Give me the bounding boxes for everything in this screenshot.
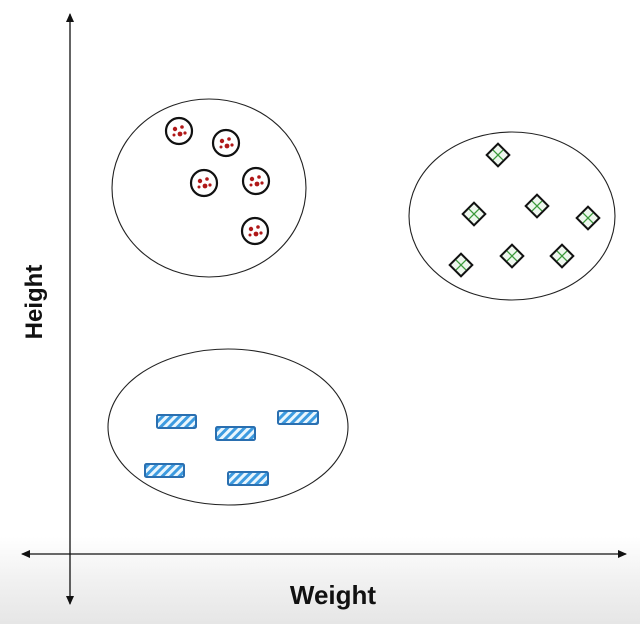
diamond-marker [448,252,474,278]
diamond-marker [524,193,550,219]
cluster-boundary-circles [111,98,307,278]
rectangle-marker [215,426,256,441]
rectangle-marker [144,463,185,478]
diamond-cluster [448,142,601,278]
y-axis-label: Height [21,265,48,340]
rectangle-marker [277,410,319,425]
x-axis-label: Weight [290,580,377,610]
diamond-marker [485,142,511,168]
diamond-marker [575,205,601,231]
rectangle-marker [227,471,269,486]
diamond-marker [549,243,575,269]
circle-marker [240,216,270,246]
circle-marker [211,128,241,158]
circle-marker [241,166,271,196]
diamond-marker [461,201,487,227]
circle-marker [164,116,194,146]
circle-cluster [164,116,271,246]
cluster-boundary-rectangles [107,348,349,506]
rectangle-cluster [144,410,319,486]
cluster-boundary-diamonds [408,131,616,301]
diamond-marker [499,243,525,269]
circle-marker [189,168,219,198]
rectangle-marker [156,414,197,429]
